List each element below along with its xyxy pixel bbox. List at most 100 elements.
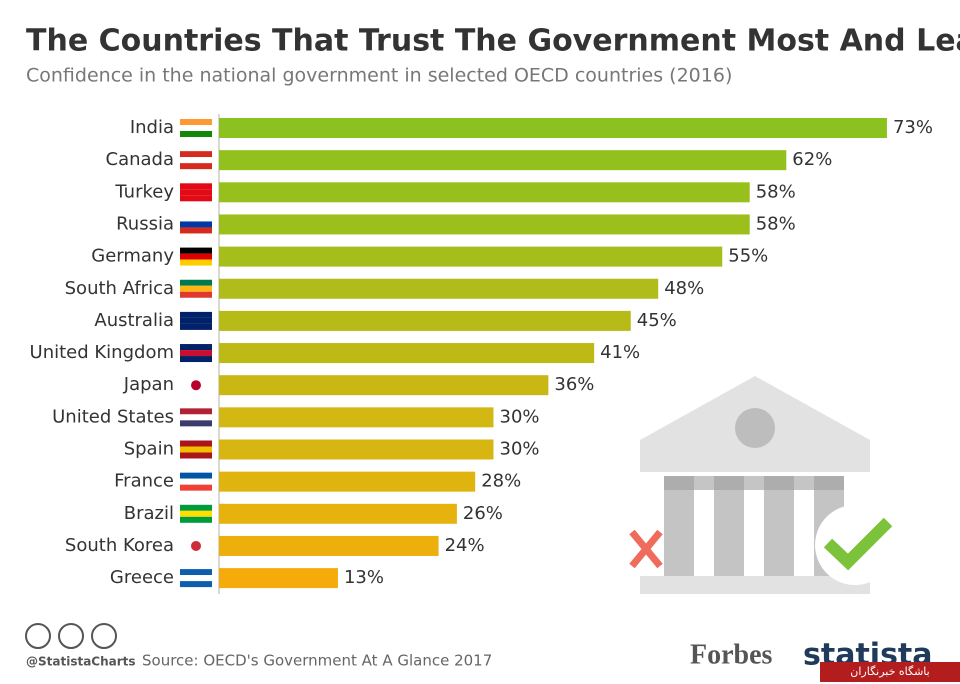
category-label: Japan (123, 374, 174, 395)
bar (219, 407, 494, 428)
bar (219, 503, 457, 524)
flag (180, 376, 212, 383)
flag (191, 380, 201, 391)
flag (180, 285, 212, 292)
flag (180, 247, 212, 254)
flag (180, 356, 212, 363)
value-label: 36% (554, 374, 594, 395)
bar (219, 182, 750, 203)
value-label: 62% (792, 149, 832, 170)
flag (180, 221, 212, 228)
value-label: 28% (481, 471, 521, 492)
flag (180, 408, 212, 415)
category-label: Greece (110, 567, 174, 588)
flag (180, 157, 212, 164)
category-label: Turkey (114, 181, 174, 202)
value-label: 24% (445, 535, 485, 556)
chart-title: The Countries That Trust The Government … (26, 24, 960, 59)
category-label: France (114, 471, 174, 492)
flag (180, 259, 212, 266)
value-label: 26% (463, 503, 503, 524)
category-label: Russia (116, 213, 174, 234)
value-label: 41% (600, 342, 640, 363)
flag (180, 581, 212, 588)
flag (180, 388, 212, 395)
watermark: باشگاه خبرنگاران (850, 665, 929, 678)
watermark-bg (820, 662, 960, 682)
flag (180, 311, 212, 318)
value-label: 73% (893, 117, 933, 138)
flag (180, 183, 212, 190)
bar (219, 375, 549, 396)
flag (180, 344, 212, 351)
flag (180, 472, 212, 479)
source: Source: OECD's Government At A Glance 20… (142, 652, 492, 670)
flag (180, 484, 212, 491)
category-label: United States (52, 406, 174, 427)
flag (180, 291, 212, 298)
flag (180, 163, 212, 170)
license-icons (25, 623, 117, 649)
bar (219, 214, 750, 235)
flag (180, 195, 212, 202)
value-label: 58% (756, 213, 796, 234)
category-label: South Africa (65, 278, 174, 299)
flag (180, 125, 212, 131)
value-label: 58% (756, 181, 796, 202)
flag (180, 227, 212, 234)
flag (180, 504, 212, 511)
flag (180, 119, 212, 125)
category-label: South Korea (65, 535, 174, 556)
chart-subtitle: Confidence in the national government in… (26, 65, 732, 87)
value-label: 45% (637, 310, 677, 331)
flag (180, 317, 212, 324)
flag (180, 323, 212, 330)
flag (180, 510, 212, 517)
building-icon (629, 376, 895, 594)
flag (180, 189, 212, 196)
bar (219, 343, 595, 364)
category-label: Canada (106, 149, 175, 170)
value-label: 55% (728, 246, 768, 267)
flag (180, 516, 212, 523)
credit: @StatistaCharts (26, 655, 136, 669)
flag (180, 253, 212, 260)
bar (219, 246, 723, 267)
flag (191, 540, 201, 551)
flag (180, 215, 212, 222)
category-label: Brazil (124, 503, 174, 524)
bar (219, 310, 631, 331)
flag (180, 575, 212, 582)
value-label: 30% (500, 439, 540, 460)
value-label: 48% (664, 278, 704, 299)
flag (180, 569, 212, 576)
bar (219, 150, 787, 171)
bar (219, 278, 659, 299)
flag (180, 478, 212, 485)
category-label: United Kingdom (30, 342, 174, 363)
bar (219, 118, 887, 138)
bar (219, 471, 476, 492)
category-label: Australia (94, 310, 174, 331)
value-label: 30% (500, 406, 540, 427)
category-label: India (130, 117, 174, 138)
flag (180, 548, 212, 555)
bar (219, 568, 338, 589)
flag (180, 131, 212, 137)
flag (180, 350, 212, 357)
value-label: 13% (344, 567, 384, 588)
flag (180, 151, 212, 158)
flag (180, 420, 212, 427)
flag (180, 446, 212, 453)
flag (180, 452, 212, 459)
bar (219, 439, 494, 460)
category-label: Germany (91, 246, 174, 267)
bar (219, 535, 439, 556)
publisher: Forbes (690, 639, 773, 670)
category-label: Spain (124, 439, 174, 460)
flag (180, 279, 212, 286)
flag (180, 536, 212, 543)
flag (180, 440, 212, 447)
flag (180, 414, 212, 421)
